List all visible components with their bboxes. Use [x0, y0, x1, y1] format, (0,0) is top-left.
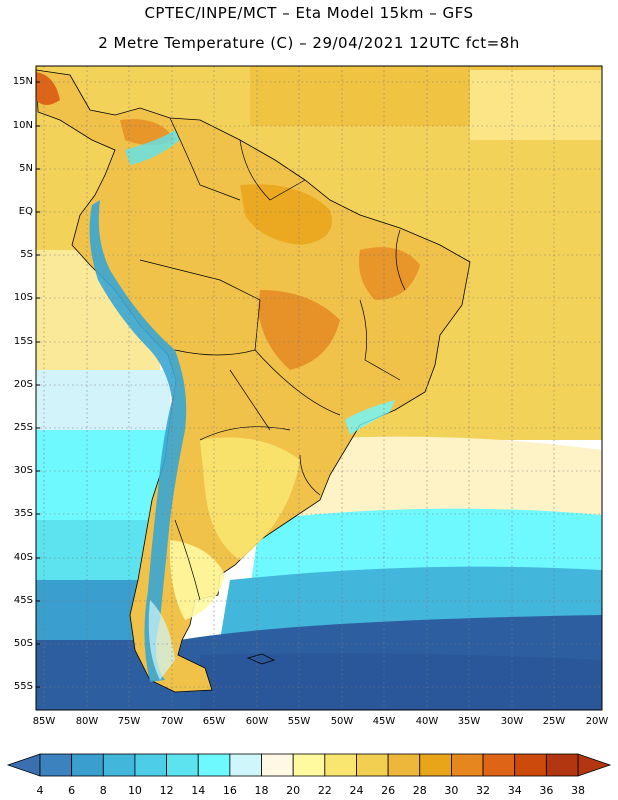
lon-label: 50W [330, 716, 354, 727]
lat-label: 40S [13, 552, 33, 563]
ocean-band-pale [300, 436, 602, 520]
lat-label: 5N [19, 163, 33, 174]
legend-box [387, 753, 421, 777]
lat-label: 20S [13, 379, 33, 390]
legend-label: 16 [222, 784, 237, 797]
graticule [36, 66, 602, 710]
legend-box [292, 753, 326, 777]
legend-label: 14 [191, 784, 206, 797]
legend-label: 12 [159, 784, 174, 797]
lon-label: 70W [160, 716, 184, 727]
legend-box [545, 753, 579, 777]
lat-label: 30S [13, 465, 33, 476]
legend-label: 34 [507, 784, 522, 797]
lon-label: 30W [500, 716, 524, 727]
lat-label: 5S [20, 249, 33, 260]
lon-label: 20W [585, 716, 609, 727]
legend-box [482, 753, 516, 777]
lon-label: 60W [245, 716, 269, 727]
legend-label: 10 [127, 784, 142, 797]
ocean-band-mild-northeast [470, 70, 602, 140]
lat-label: 10S [13, 292, 33, 303]
lon-label: 25W [542, 716, 566, 727]
legend-label: 8 [99, 784, 107, 797]
hot-region-central-america [36, 72, 60, 105]
hot-region-central [258, 290, 340, 370]
legend-label: 6 [68, 784, 76, 797]
legend-box [166, 753, 199, 777]
mild-region-south [200, 437, 300, 560]
legend-box [419, 753, 452, 777]
ocean-band-colder-pacific [36, 520, 170, 590]
falkland-islands [246, 653, 276, 665]
lon-label: 45W [372, 716, 396, 727]
lon-label: 85W [32, 716, 56, 727]
legend-box [261, 753, 294, 777]
andes-south-snow [148, 600, 175, 680]
map-frame [35, 65, 603, 711]
legend-label: 4 [36, 784, 44, 797]
lat-label: 35S [13, 508, 33, 519]
ocean-band-cold-pacific [36, 430, 170, 530]
hot-region-amazon [240, 184, 332, 245]
lat-label: 50S [13, 638, 33, 649]
legend-box [324, 753, 357, 777]
ocean-band-cool-pacific [36, 370, 170, 440]
lat-label: 25S [13, 422, 33, 433]
legend-box [356, 753, 389, 777]
legend-box [451, 753, 484, 777]
lat-label: 10N [12, 120, 33, 131]
legend-box [134, 753, 167, 777]
lat-label: 55S [13, 681, 33, 692]
legend-boxes [39, 753, 579, 777]
legend-label: 30 [444, 784, 459, 797]
axis-ticks [36, 81, 40, 688]
lat-label: 15N [12, 76, 33, 87]
lon-label: 40W [415, 716, 439, 727]
lat-label: 45S [13, 595, 33, 606]
lon-label: 80W [75, 716, 99, 727]
lon-label: 35W [457, 716, 481, 727]
lat-label: 15S [13, 336, 33, 347]
legend-label: 36 [539, 784, 554, 797]
legend-label: 18 [254, 784, 269, 797]
legend-arrow-left [6, 753, 41, 777]
mild-region-patagonia [169, 540, 225, 620]
hot-region-northeast [359, 247, 420, 300]
legend-box [514, 753, 547, 777]
legend-label: 22 [317, 784, 332, 797]
lon-label: 55W [287, 716, 311, 727]
coastal-cool-southeast [345, 400, 395, 435]
legend-label: 26 [381, 784, 396, 797]
title-line-1: CPTEC/INPE/MCT – Eta Model 15km – GFS [144, 4, 474, 22]
legend-arrow-right [577, 753, 612, 777]
legend-box [39, 753, 73, 777]
color-legend [6, 753, 612, 777]
legend-label: 28 [412, 784, 427, 797]
ocean-band-deep-south [200, 653, 602, 710]
legend-label: 20 [286, 784, 301, 797]
legend-box [71, 753, 104, 777]
andes-cold-strip [89, 200, 187, 682]
legend-label: 38 [571, 784, 585, 797]
legend-box [229, 753, 262, 777]
lat-label: EQ [18, 206, 33, 217]
legend-box [197, 753, 231, 777]
andes-cool-edge [125, 130, 180, 165]
legend-label: 24 [349, 784, 364, 797]
temperature-map [35, 65, 603, 711]
legend-label: 32 [476, 784, 491, 797]
lon-label: 75W [117, 716, 141, 727]
lon-label: 65W [202, 716, 226, 727]
title-line-2: 2 Metre Temperature (C) – 29/04/2021 12U… [98, 34, 520, 52]
legend-box [102, 753, 136, 777]
